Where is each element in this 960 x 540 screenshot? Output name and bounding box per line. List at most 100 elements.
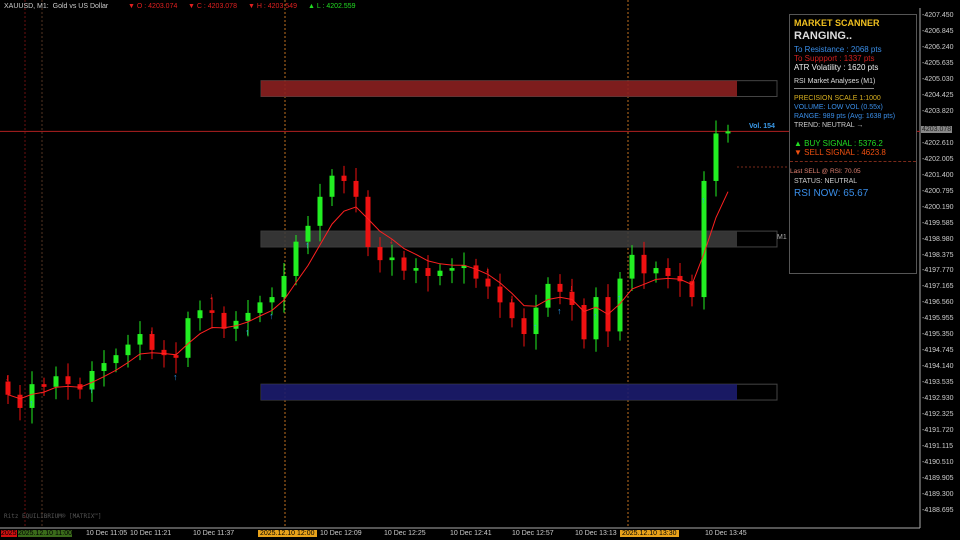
candle-body — [521, 318, 527, 335]
zone-support — [261, 384, 737, 401]
price-tick: -4197.770 — [922, 267, 954, 275]
price-tick: -4198.375 — [922, 251, 954, 259]
buy-arrow-icon: ↑ — [305, 240, 310, 250]
market-state: RANGING.. — [794, 30, 853, 42]
symbol-description: Gold vs US Dollar — [52, 3, 109, 10]
candle-body — [545, 283, 551, 308]
candle-body — [461, 265, 467, 269]
candle-body — [269, 297, 275, 303]
price-tick: -4197.165 — [922, 283, 954, 291]
price-tick: -4205.030 — [922, 75, 954, 83]
price-tick: -4202.610 — [922, 139, 954, 147]
sell-arrow-icon: ↓ — [5, 373, 10, 383]
candle-body — [725, 131, 731, 134]
to-support: To Suppport : 1337 pts — [794, 54, 875, 63]
price-tick: -4196.560 — [922, 299, 954, 307]
price-tick: -4193.535 — [922, 379, 954, 387]
price-tick: -4190.510 — [922, 459, 954, 467]
trend-info: TREND: NEUTRAL → — [794, 122, 864, 129]
candle-body — [329, 175, 335, 197]
candle-body — [533, 307, 539, 335]
zone-mid — [261, 231, 737, 247]
time-tick: 10 Dec 12:41 — [450, 530, 492, 537]
sell-arrow-icon: ↓ — [569, 283, 574, 293]
candle-body — [53, 376, 59, 387]
candle-body — [581, 305, 587, 340]
price-tick: -4207.450 — [922, 12, 954, 19]
candle-body — [593, 297, 599, 340]
candle-body — [197, 310, 203, 319]
time-tick: 2025 — [1, 530, 17, 537]
sell-arrow-icon: ↓ — [209, 291, 214, 301]
price-tick: -4203.820 — [922, 107, 954, 115]
time-tick: 10 Dec 12:57 — [512, 530, 554, 537]
candle-body — [485, 278, 491, 287]
last-sell: Last SELL @ RSI: 70.05 — [790, 161, 916, 175]
ohlc-high: ▼ H : 4203.549 — [248, 3, 297, 10]
candle-body — [149, 334, 155, 350]
candle-body — [65, 376, 71, 385]
ohlc-open: ▼ O : 4203.074 — [128, 3, 178, 10]
moving-average-line — [7, 191, 729, 400]
m1-zone-label: M1 — [777, 234, 787, 241]
zone-resistance — [261, 80, 737, 97]
sell-arrow-icon: ↓ — [485, 265, 490, 275]
buy-arrow-icon: ↑ — [89, 385, 94, 395]
price-tick: -4191.115 — [922, 443, 954, 451]
candle-body — [305, 225, 311, 242]
buy-arrow-icon: ↑ — [245, 327, 250, 337]
sell-arrow-icon: ↓ — [389, 235, 394, 245]
price-tick: -4191.720 — [922, 427, 954, 435]
buy-arrow-icon: ↑ — [269, 311, 274, 321]
buy-arrow-icon: ↑ — [533, 322, 538, 332]
candle-body — [29, 384, 35, 408]
price-tick: -4206.240 — [922, 43, 954, 51]
time-tick: 10 Dec 12:09 — [320, 530, 362, 537]
candle-body — [425, 268, 431, 276]
sell-arrow-icon: ↓ — [149, 328, 154, 338]
symbol: XAUUSD, M1: — [4, 3, 49, 10]
symbol-label: XAUUSD, M1: Gold vs US Dollar — [4, 3, 108, 10]
time-tick: 2025.12.10 11:00 — [18, 530, 72, 537]
status: STATUS: NEUTRAL — [794, 178, 858, 185]
price-tick: -4199.585 — [922, 219, 954, 227]
market-scanner-panel: MARKET SCANNER RANGING.. To Resistance :… — [789, 14, 917, 274]
candle-body — [101, 363, 107, 371]
candle-body — [617, 278, 623, 332]
candle-body — [437, 270, 443, 276]
price-tick: -4205.635 — [922, 59, 954, 67]
candle-body — [449, 268, 455, 271]
candle-body — [257, 302, 263, 313]
volume-info: VOLUME: LOW VOL (0.55x) — [794, 104, 883, 111]
candle-body — [245, 312, 251, 321]
price-tick: -4192.325 — [922, 411, 954, 419]
candle-body — [281, 275, 287, 298]
candle-body — [557, 283, 563, 292]
buy-arrow-icon: ↑ — [617, 293, 622, 303]
volume-label: Vol. 154 — [749, 123, 775, 130]
candle-body — [293, 241, 299, 276]
candle-body — [5, 381, 11, 395]
watermark: Ritz EQUILIBRIUM® [MATRIX™] — [4, 513, 102, 520]
time-tick: 10 Dec 13:45 — [705, 530, 747, 537]
candle-body — [509, 302, 515, 319]
candle-body — [125, 344, 131, 356]
time-tick: 10 Dec 11:21 — [130, 530, 172, 537]
price-tick: -4201.400 — [922, 171, 954, 179]
price-tick: -4192.930 — [922, 395, 954, 403]
price-tick: -4200.190 — [922, 203, 954, 211]
ohlc-close: ▼ C : 4203.078 — [188, 3, 237, 10]
price-tick: -4198.980 — [922, 235, 954, 243]
candle-body — [629, 254, 635, 279]
precision-scale: PRECISION SCALE 1:1000 — [794, 95, 881, 102]
range-info: RANGE: 989 pts (Avg: 1638 pts) — [794, 113, 896, 120]
candle-body — [713, 133, 719, 181]
price-tick: -4195.350 — [922, 331, 954, 339]
price-tick: -4204.425 — [922, 91, 954, 99]
price-tick: -4189.300 — [922, 491, 954, 499]
candle-body — [701, 180, 707, 298]
price-tick: -4189.905 — [922, 475, 954, 483]
price-tick: -4200.795 — [922, 187, 954, 195]
price-tick: -4206.845 — [922, 27, 954, 35]
